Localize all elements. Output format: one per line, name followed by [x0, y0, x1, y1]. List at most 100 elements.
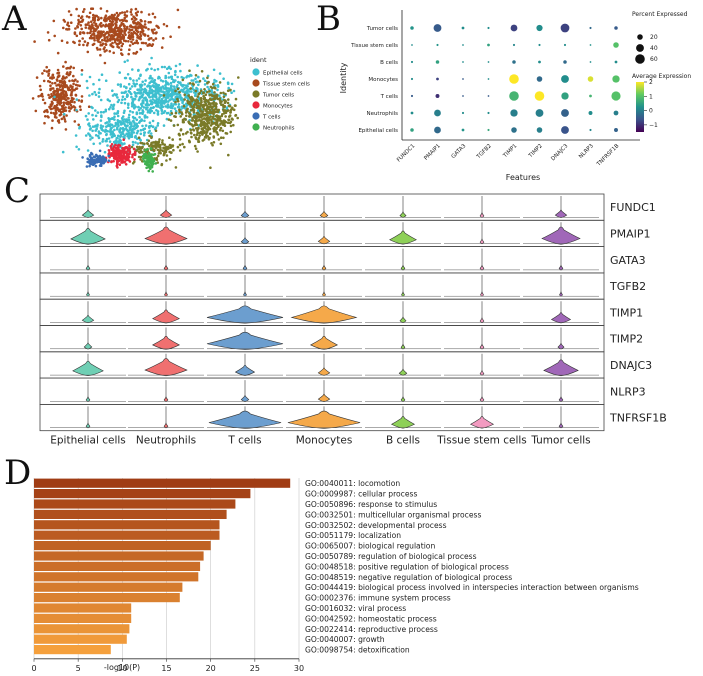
go-bar [34, 489, 251, 499]
scatter-point [94, 129, 97, 132]
scatter-point [67, 24, 71, 28]
scatter-point [139, 155, 143, 159]
scatter-point [49, 76, 52, 80]
scatter-point [65, 67, 68, 70]
go-enrichment-bar-chart: GO:0040011: locomotion GO:0009987: cellul… [31, 478, 639, 673]
scatter-point [152, 79, 156, 83]
scatter-point [178, 62, 182, 66]
scatter-point [207, 137, 211, 140]
scatter-point [121, 132, 125, 136]
go-bars [34, 478, 291, 655]
violin-gene-label: NLRP3 [610, 385, 646, 398]
scatter-point [103, 36, 106, 40]
scatter-point [37, 95, 40, 98]
scatter-point [101, 140, 104, 143]
scatter-point [108, 120, 111, 123]
panel-label-a: A [2, 0, 27, 39]
scatter-point [152, 111, 156, 115]
dot-mark [434, 126, 441, 134]
scatter-point [196, 112, 199, 116]
scatter-point [135, 79, 139, 82]
scatter-point [77, 18, 80, 22]
scatter-point [224, 92, 227, 96]
scatter-point [66, 97, 69, 100]
dot-y-tick-label: B cells [380, 60, 398, 66]
scatter-point [204, 98, 208, 102]
scatter-point [159, 90, 163, 93]
scatter-point [187, 121, 191, 125]
scatter-point [64, 120, 67, 123]
scatter-point [197, 101, 200, 105]
scatter-point [114, 26, 118, 30]
scatter-point [155, 85, 159, 89]
scatter-point [156, 122, 160, 125]
scatter-point [219, 123, 222, 126]
scatter-point [110, 45, 114, 48]
scatter-point [174, 95, 177, 99]
scatter-point [42, 79, 46, 83]
dot-mark [461, 111, 465, 115]
scatter-point [195, 123, 199, 126]
go-category-label: GO:0002376: immune system process [305, 594, 451, 603]
dot-mark [589, 44, 592, 46]
dot-mark [614, 60, 618, 64]
dot-x-tick-label: TIMP1 [502, 143, 519, 160]
scatter-point [188, 112, 191, 115]
scatter-point [67, 73, 71, 77]
scatter-point [141, 124, 144, 128]
scatter-point [92, 118, 95, 121]
dot-mark [589, 94, 592, 98]
scatter-point [151, 119, 155, 123]
scatter-point [228, 89, 232, 92]
scatter-point [117, 153, 120, 157]
size-legend-label: 60 [650, 56, 658, 63]
scatter-point [98, 132, 101, 135]
scatter-point [101, 138, 105, 141]
scatter-point [119, 121, 123, 125]
violin-shape [81, 314, 95, 324]
scatter-point [132, 82, 135, 85]
dot-mark [411, 44, 413, 46]
scatter-point [188, 115, 192, 118]
scatter-point [195, 133, 199, 137]
go-bar [34, 520, 220, 530]
scatter-point [141, 142, 144, 145]
scatter-point [79, 24, 83, 27]
go-bar [34, 499, 236, 509]
scatter-point [181, 120, 185, 124]
scatter-point [218, 72, 222, 75]
scatter-point [116, 162, 119, 166]
scatter-point [94, 164, 98, 168]
scatter-point [107, 159, 111, 162]
scatter-point [131, 111, 135, 114]
scatter-point [70, 106, 74, 109]
scatter-point [96, 35, 100, 39]
scatter-point [87, 21, 90, 24]
scatter-point [123, 85, 126, 88]
scatter-point [35, 76, 39, 79]
scatter-point [156, 101, 159, 104]
scatter-point [204, 117, 208, 120]
go-category-label: GO:0032501: multicellular organismal pro… [305, 510, 481, 519]
scatter-point [45, 108, 49, 112]
scatter-point [177, 80, 180, 84]
scatter-point [174, 109, 178, 113]
scatter-point [151, 159, 154, 163]
scatter-point [138, 95, 142, 99]
scatter-point [170, 102, 173, 105]
scatter-point [212, 102, 215, 106]
scatter-point [152, 38, 155, 42]
scatter-point [169, 35, 172, 38]
scatter-point [86, 157, 89, 160]
scatter-point [151, 162, 155, 166]
scatter-point [54, 105, 57, 109]
scatter-point [153, 15, 157, 19]
violin-gene-label: TGFB2 [609, 280, 646, 293]
scatter-point [159, 79, 163, 82]
scatter-point [197, 136, 201, 140]
scatter-point [147, 21, 150, 24]
scatter-point [161, 37, 165, 40]
scatter-point [73, 41, 76, 45]
scatter-point [166, 100, 170, 103]
size-legend-label: 20 [650, 34, 658, 41]
